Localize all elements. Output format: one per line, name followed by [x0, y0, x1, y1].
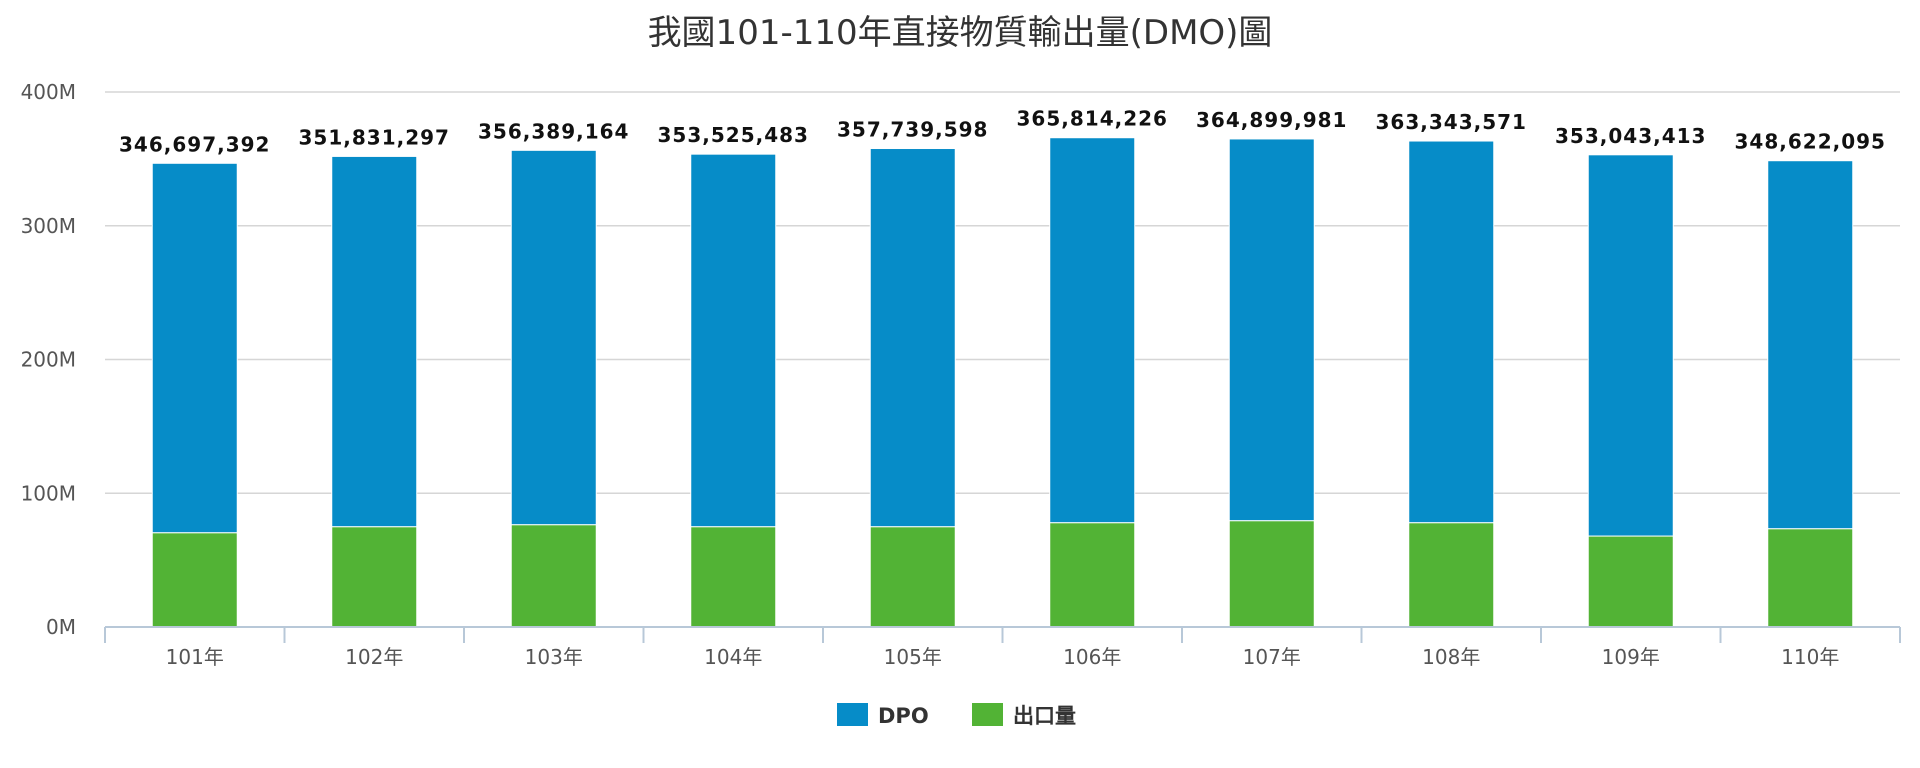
x-tick-label: 102年 [345, 645, 403, 669]
y-tick-label: 100M [21, 481, 76, 505]
x-tick-label: 105年 [884, 645, 942, 669]
legend-swatch[interactable] [837, 703, 868, 726]
bar-export-3 [690, 526, 777, 628]
y-tick-label: 400M [21, 80, 76, 104]
bar-dpo-1 [331, 155, 418, 528]
bar-export-0 [151, 532, 238, 628]
x-axis: 101年 102年 103年 104年 105年 106年 107年 108年 109年 110年 [104, 626, 1901, 669]
x-tick-label: 108年 [1422, 645, 1480, 669]
bar-export-9 [1767, 528, 1854, 628]
x-tick-label: 107年 [1243, 645, 1301, 669]
x-tick-label: 110年 [1781, 645, 1839, 669]
y-tick-label: 300M [21, 214, 76, 238]
total-label: 346,697,392 [119, 132, 270, 156]
bar-dpo-4 [869, 148, 956, 528]
x-tick-label: 101年 [166, 645, 224, 669]
total-label: 363,343,571 [1376, 110, 1527, 134]
y-tick-label: 200M [21, 348, 76, 372]
x-tick-label: 106年 [1063, 645, 1121, 669]
bar-export-5 [1049, 522, 1136, 628]
total-label: 353,525,483 [658, 123, 809, 147]
bar-export-7 [1408, 522, 1495, 628]
bar-dpo-9 [1767, 160, 1854, 530]
bar-dpo-2 [510, 149, 597, 526]
legend-label[interactable]: DPO [878, 704, 929, 728]
total-label: 364,899,981 [1196, 108, 1347, 132]
total-label: 351,831,297 [299, 125, 450, 149]
bar-dpo-8 [1587, 154, 1674, 537]
bar-dpo-5 [1049, 137, 1136, 524]
total-label: 348,622,095 [1735, 130, 1886, 154]
bar-export-2 [510, 524, 597, 628]
y-axis-ticks: 0M 100M 200M 300M 400M [21, 80, 76, 639]
x-tick-label: 103年 [525, 645, 583, 669]
x-tick-label: 109年 [1602, 645, 1660, 669]
data-labels: 346,697,392 351,831,297 356,389,164 353,525… [119, 107, 1886, 157]
total-label: 353,043,413 [1555, 124, 1706, 148]
bar-export-8 [1587, 535, 1674, 628]
bar-export-6 [1228, 520, 1315, 628]
bar-dpo-3 [690, 153, 777, 528]
legend-swatch[interactable] [972, 703, 1003, 726]
chart-title: 我國101-110年直接物質輸出量(DMO)圖 [648, 13, 1273, 53]
legend: DPO 出口量 [837, 703, 1076, 728]
bar-export-1 [331, 526, 418, 628]
total-label: 357,739,598 [837, 118, 988, 142]
y-tick-label: 0M [46, 615, 76, 639]
bars [151, 137, 1854, 628]
bar-dpo-0 [151, 162, 238, 534]
x-tick-label: 104年 [704, 645, 762, 669]
total-label: 365,814,226 [1017, 107, 1168, 131]
legend-label[interactable]: 出口量 [1013, 704, 1076, 728]
bar-dpo-7 [1408, 140, 1495, 524]
bar-export-4 [869, 526, 956, 628]
bar-dpo-6 [1228, 138, 1315, 522]
total-label: 356,389,164 [478, 119, 629, 143]
